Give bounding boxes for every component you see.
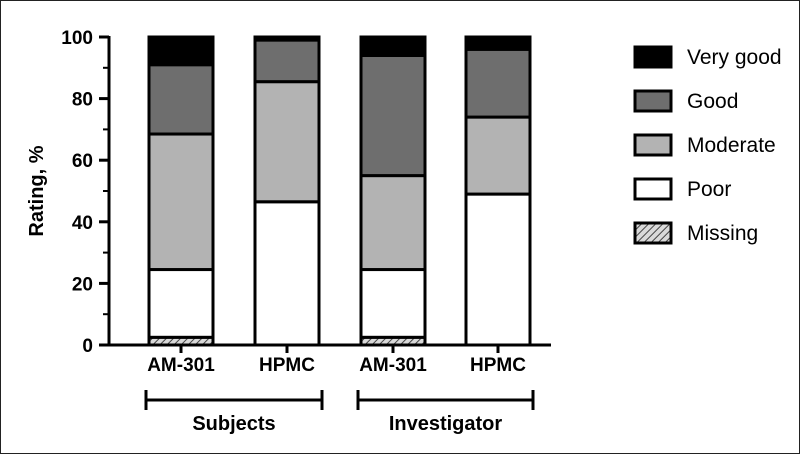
x-tick-label-am-301-3: AM-301 bbox=[359, 355, 427, 376]
x-tick-label-hpmc-2: HPMC bbox=[259, 355, 315, 376]
bar-segment-good-3 bbox=[359, 53, 427, 178]
legend-label-very-good: Very good bbox=[687, 46, 782, 69]
legend-label-moderate: Moderate bbox=[687, 134, 776, 157]
bar-segment-poor-1 bbox=[147, 268, 215, 339]
legend-swatch-missing bbox=[633, 221, 673, 245]
bar-segment-very-good-4 bbox=[464, 35, 532, 51]
group-label-investigator: Investigator bbox=[389, 413, 503, 435]
y-axis-title: Rating, % bbox=[26, 145, 48, 236]
y-tick-label-40: 40 bbox=[72, 213, 93, 234]
x-tick-label-hpmc-4: HPMC bbox=[470, 355, 526, 376]
bar-segment-very-good-3 bbox=[359, 35, 427, 57]
legend-swatch-poor bbox=[633, 177, 673, 201]
legend-label-good: Good bbox=[687, 90, 738, 113]
bar-segment-poor-2 bbox=[253, 200, 321, 347]
legend-label-poor: Poor bbox=[687, 178, 731, 201]
x-tick-label-am-301-1: AM-301 bbox=[147, 355, 215, 376]
bar-segment-moderate-1 bbox=[147, 132, 215, 272]
y-tick-label-80: 80 bbox=[72, 90, 93, 111]
y-tick-label-0: 0 bbox=[82, 336, 93, 357]
legend-swatch-moderate bbox=[633, 133, 673, 157]
y-tick-label-100: 100 bbox=[61, 28, 93, 49]
legend-swatch-very-good bbox=[633, 45, 673, 69]
bar-segment-very-good-1 bbox=[147, 35, 215, 67]
group-label-subjects: Subjects bbox=[192, 413, 275, 435]
y-tick-label-60: 60 bbox=[72, 151, 93, 172]
legend-label-missing: Missing bbox=[687, 222, 758, 245]
bar-segment-good-4 bbox=[464, 47, 532, 119]
bar-segment-very-good-2 bbox=[253, 35, 321, 42]
bar-segment-good-1 bbox=[147, 63, 215, 136]
bar-segment-moderate-2 bbox=[253, 80, 321, 204]
bar-segment-good-2 bbox=[253, 38, 321, 84]
bar-segment-poor-4 bbox=[464, 192, 532, 347]
y-tick-label-20: 20 bbox=[72, 274, 93, 295]
bar-segment-moderate-3 bbox=[359, 174, 427, 272]
bar-segment-moderate-4 bbox=[464, 115, 532, 196]
legend-swatch-good bbox=[633, 89, 673, 113]
bar-segment-poor-3 bbox=[359, 268, 427, 339]
